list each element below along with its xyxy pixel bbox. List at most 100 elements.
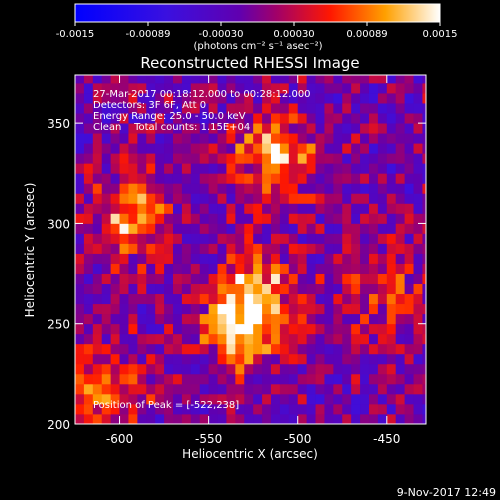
- heatmap-cell: [386, 103, 397, 114]
- heatmap-cell: [333, 203, 343, 214]
- heatmap-cell: [270, 283, 281, 295]
- heatmap-cell: [155, 173, 165, 184]
- heatmap-cell: [270, 363, 281, 375]
- heatmap-cell: [92, 413, 103, 425]
- heatmap-cell: [137, 313, 147, 325]
- heatmap-cell: [422, 153, 427, 164]
- heatmap-cell: [342, 75, 352, 84]
- heatmap-cell: [422, 183, 427, 194]
- heatmap-cell: [226, 333, 236, 345]
- heatmap-cell: [422, 403, 427, 415]
- heatmap-cell: [253, 263, 263, 274]
- heatmap-cell: [199, 383, 210, 395]
- heatmap-cell: [155, 193, 165, 204]
- heatmap-cell: [119, 243, 129, 254]
- heatmap-cell: [262, 313, 272, 325]
- heatmap-cell: [217, 253, 227, 264]
- heatmap-cell: [270, 213, 281, 224]
- axis-ticks: -600 -550 -500 -450 200 250 300 350: [47, 75, 426, 446]
- heatmap-cell: [342, 363, 352, 375]
- heatmap-cell: [377, 143, 388, 154]
- heatmap-cell: [92, 353, 103, 365]
- heatmap-cell: [235, 393, 245, 405]
- heatmap-cell: [253, 243, 263, 254]
- heatmap-cell: [386, 183, 397, 194]
- heatmap-cell: [422, 143, 427, 154]
- heatmap-cell: [306, 75, 316, 84]
- heatmap-cell: [324, 333, 334, 345]
- heatmap-cell: [253, 203, 263, 214]
- heatmap-cell: [181, 123, 192, 134]
- heatmap-cell: [377, 253, 388, 264]
- heatmap-cell: [217, 383, 227, 395]
- heatmap-cell: [181, 413, 192, 425]
- heatmap-cell: [244, 273, 254, 284]
- heatmap-cell: [395, 153, 406, 164]
- heatmap-cell: [386, 343, 397, 355]
- heatmap-cell: [92, 393, 103, 405]
- heatmap-cell: [342, 313, 352, 325]
- heatmap-cell: [146, 243, 156, 254]
- heatmap-cell: [101, 323, 112, 335]
- heatmap-cell: [119, 113, 129, 124]
- heatmap-cell: [128, 333, 138, 345]
- heatmap-cell: [368, 323, 379, 335]
- heatmap-cell: [404, 263, 414, 274]
- heatmap-cell: [128, 273, 138, 284]
- heatmap-cell: [315, 143, 325, 154]
- heatmap-cell: [226, 143, 236, 154]
- heatmap-cell: [342, 203, 352, 214]
- heatmap-cell: [351, 353, 361, 365]
- heatmap-cell: [208, 403, 218, 415]
- heatmap-cell: [164, 143, 174, 154]
- heatmap-cell: [342, 143, 352, 154]
- heatmap-cell: [244, 153, 254, 164]
- heatmap-cell: [270, 233, 281, 244]
- heatmap-cell: [377, 113, 388, 124]
- heatmap-cell: [83, 373, 94, 385]
- heatmap-cell: [83, 203, 94, 214]
- heatmap-cell: [235, 93, 245, 104]
- heatmap-cell: [235, 203, 245, 214]
- heatmap-cell: [128, 133, 138, 144]
- heatmap-cell: [137, 413, 147, 425]
- heatmap-cell: [110, 273, 120, 284]
- heatmap-cell: [217, 333, 227, 345]
- heatmap-cell: [119, 283, 129, 295]
- heatmap-cell: [83, 173, 94, 184]
- heatmap-cell: [235, 193, 245, 204]
- heatmap-cell: [262, 183, 272, 194]
- heatmap-cell: [324, 83, 334, 94]
- annotation-time: 27-Mar-2017 00:18:12.000 to 00:28:12.000: [93, 89, 311, 100]
- heatmap-cell: [110, 303, 120, 315]
- heatmap-cell: [324, 403, 334, 415]
- heatmap-cell: [404, 75, 414, 84]
- heatmap-cell: [422, 353, 427, 365]
- heatmap-cell: [75, 293, 85, 305]
- heatmap-cell: [262, 133, 272, 144]
- heatmap-cell: [181, 113, 192, 124]
- heatmap-cell: [315, 213, 325, 224]
- heatmap-cell: [297, 123, 308, 134]
- heatmap-cell: [324, 143, 334, 154]
- heatmap-cell: [297, 193, 308, 204]
- heatmap-cell: [155, 303, 165, 315]
- heatmap-cell: [226, 273, 236, 284]
- heatmap-cell: [181, 233, 192, 244]
- heatmap-cell: [395, 393, 406, 405]
- heatmap-cell: [413, 75, 423, 84]
- heatmap-cell: [270, 333, 281, 345]
- heatmap-cell: [137, 123, 147, 134]
- heatmap-cell: [226, 353, 236, 365]
- heatmap-cell: [368, 393, 379, 405]
- heatmap-cell: [128, 413, 138, 425]
- heatmap-cell: [226, 413, 236, 425]
- heatmap-cell: [288, 253, 299, 264]
- heatmap-cell: [155, 143, 165, 154]
- heatmap-cell: [101, 283, 112, 295]
- heatmap-cell: [422, 103, 427, 114]
- heatmap-cell: [128, 183, 138, 194]
- heatmap-cell: [386, 253, 397, 264]
- heatmap-cell: [386, 93, 397, 104]
- heatmap-cell: [181, 183, 192, 194]
